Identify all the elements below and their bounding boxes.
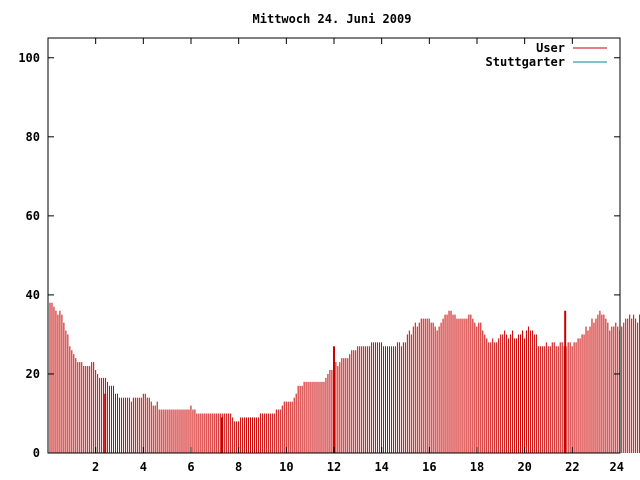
legend-label-stuttgarter: Stuttgarter [486, 55, 565, 69]
y-tick-label: 40 [26, 288, 40, 302]
y-tick-label: 80 [26, 130, 40, 144]
x-tick-label: 4 [140, 460, 147, 474]
y-tick-label: 20 [26, 367, 40, 381]
bars-stuttgarter [104, 310, 567, 453]
y-tick-label: 60 [26, 209, 40, 223]
x-tick-label: 14 [374, 460, 388, 474]
x-tick-label: 24 [610, 460, 624, 474]
chart-title: Mittwoch 24. Juni 2009 [253, 12, 412, 26]
bars-user [49, 302, 640, 453]
x-tick-label: 20 [517, 460, 531, 474]
x-ticks: 2 4 6 8 10 12 14 16 18 20 22 24 [92, 38, 624, 474]
y-ticks: 0 20 40 60 80 100 [18, 51, 620, 460]
y-tick-label: 100 [18, 51, 40, 65]
legend: User Stuttgarter [486, 41, 607, 69]
x-tick-label: 8 [235, 460, 242, 474]
x-tick-label: 22 [565, 460, 579, 474]
plot-frame [47, 37, 621, 454]
x-tick-label: 10 [279, 460, 293, 474]
legend-label-user: User [536, 41, 565, 55]
x-tick-label: 12 [327, 460, 341, 474]
x-tick-label: 18 [470, 460, 484, 474]
x-tick-label: 16 [422, 460, 436, 474]
x-tick-label: 2 [92, 460, 99, 474]
y-tick-label: 0 [33, 446, 40, 460]
x-tick-label: 6 [187, 460, 194, 474]
